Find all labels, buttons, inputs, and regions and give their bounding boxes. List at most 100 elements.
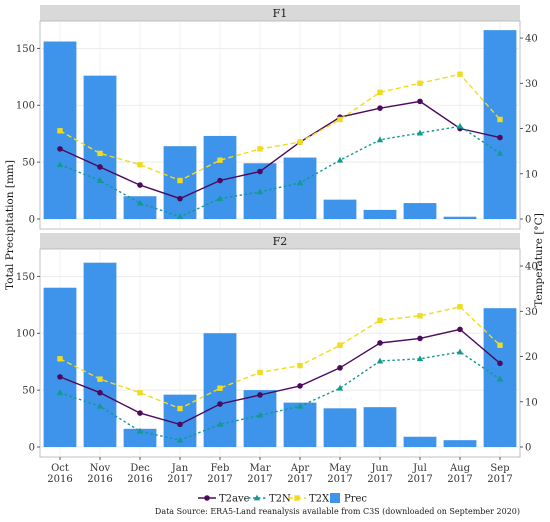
x-tick-label: Apr 2017 — [287, 463, 312, 485]
t2x-point — [57, 356, 63, 362]
legend-label-t2x: T2X — [309, 494, 330, 505]
x-tick-label: Feb 2017 — [207, 463, 232, 485]
legend-marker-t2x — [294, 495, 300, 501]
t2n-point — [256, 188, 264, 195]
t2x-point — [137, 162, 143, 168]
precipitation-bar — [283, 402, 317, 447]
t2n-point — [96, 402, 104, 409]
plot-panel — [39, 248, 521, 458]
t2x-point — [57, 128, 63, 134]
t2n-point — [136, 427, 144, 434]
t2ave-point — [417, 335, 423, 342]
t2n-point — [456, 122, 464, 129]
panel-title: F1 — [273, 7, 288, 20]
y-left-tick-label: 100 — [16, 329, 35, 340]
t2n-line — [59, 125, 501, 218]
legend-marker-t2n — [253, 494, 261, 501]
x-tick-label: Oct 2016 — [47, 463, 72, 485]
precipitation-bar — [403, 436, 437, 447]
y-left-tick-label: 0 — [29, 443, 35, 454]
t2n-point — [56, 161, 64, 168]
t2ave-point — [497, 360, 503, 367]
t2x-point — [217, 385, 223, 391]
precipitation-bar — [83, 262, 117, 447]
y-right-tick-label: 20 — [525, 124, 538, 135]
t2n-point — [376, 136, 384, 143]
t2ave-point — [97, 164, 103, 170]
y-right-tick-label: 30 — [525, 79, 538, 90]
t2n-point — [96, 177, 104, 183]
t2ave-point — [257, 168, 263, 175]
y-left-tick-label: 100 — [16, 101, 35, 112]
t2x-line — [59, 73, 501, 182]
t2x-point — [377, 89, 383, 96]
t2ave-point — [217, 401, 223, 407]
t2x-point — [177, 177, 183, 184]
y-right-tick-label: 10 — [525, 169, 538, 180]
t2x-point — [177, 405, 183, 412]
y-right-tick-label: 40 — [525, 34, 538, 45]
precipitation-bar — [123, 196, 157, 219]
t2ave-point — [137, 182, 143, 188]
x-tick-label: Nov 2016 — [87, 463, 112, 485]
x-tick-label: Dec 2016 — [127, 463, 152, 485]
y-right-tick-label: 10 — [525, 397, 538, 408]
t2n-point — [416, 355, 424, 362]
t2x-point — [497, 342, 503, 348]
t2ave-point — [137, 410, 143, 416]
legend-label-t2n: T2N — [269, 494, 291, 505]
t2n-point — [336, 156, 344, 163]
legend-label-prec: Prec — [344, 494, 367, 505]
t2x-point — [417, 313, 423, 319]
t2ave-line — [59, 100, 501, 200]
t2n-point — [416, 129, 424, 136]
precipitation-bar — [363, 407, 397, 447]
x-tick-label: Jan 2017 — [167, 463, 192, 485]
t2ave-point — [417, 98, 423, 105]
t2n-point — [496, 375, 504, 382]
legend-marker-t2ave — [204, 495, 210, 501]
precipitation-bar — [123, 428, 157, 447]
y-left-tick-label: 50 — [22, 158, 35, 169]
precipitation-bar — [43, 287, 77, 447]
t2x-point — [257, 146, 263, 152]
t2x-line — [59, 306, 501, 410]
y-right-tick-label: 0 — [525, 215, 531, 226]
t2x-point — [257, 369, 263, 376]
t2x-point — [377, 317, 383, 324]
t2n-point — [176, 436, 184, 443]
t2n-line — [59, 351, 501, 441]
t2ave-point — [337, 365, 343, 371]
t2ave-point — [177, 195, 183, 202]
t2ave-point — [377, 105, 383, 111]
t2n-point — [336, 384, 344, 391]
legend-label-t2ave: T2ave — [219, 494, 250, 505]
t2ave-point — [377, 340, 383, 346]
precipitation-bar — [443, 440, 477, 447]
t2ave-point — [297, 383, 303, 389]
precipitation-bar — [323, 408, 357, 447]
t2x-point — [97, 150, 103, 157]
y-left-tick-label: 50 — [22, 386, 35, 397]
t2x-point — [457, 304, 463, 310]
t2x-point — [337, 116, 343, 123]
t2n-point — [296, 179, 304, 186]
t2x-point — [417, 80, 423, 86]
t2x-point — [137, 390, 143, 396]
y-left-tick-label: 0 — [29, 215, 35, 226]
t2n-point — [296, 402, 304, 409]
t2x-point — [217, 157, 223, 163]
y-left-tick-label: 150 — [16, 272, 35, 283]
t2n-point — [176, 213, 184, 220]
x-tick-label: Aug 2017 — [447, 463, 472, 485]
x-tick-label: Mar 2017 — [247, 463, 272, 485]
t2ave-point — [217, 177, 223, 184]
panel-title: F2 — [273, 235, 288, 248]
y-right-tick-label: 30 — [525, 307, 538, 318]
t2x-point — [297, 139, 303, 145]
precipitation-bar — [443, 216, 477, 219]
t2ave-point — [497, 134, 503, 141]
panel-strip — [40, 233, 520, 249]
y-right-tick-label: 20 — [525, 352, 538, 363]
